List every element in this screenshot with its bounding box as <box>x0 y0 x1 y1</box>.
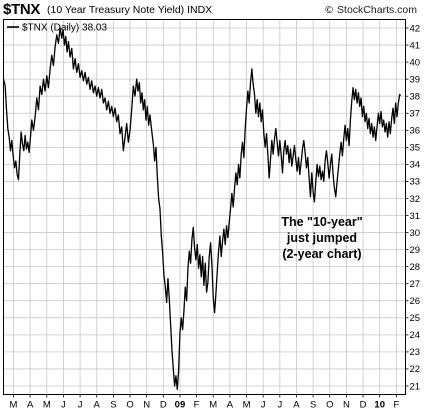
annotation-line-1: The "10-year" <box>281 215 362 229</box>
x-tick-label: O <box>326 400 333 411</box>
x-tick-label: 10 <box>374 400 385 411</box>
y-tick-label: 32 <box>410 194 421 205</box>
x-tick-label: M <box>209 400 217 411</box>
y-axis: 21 22 23 24 25 26 27 28 29 30 31 32 33 34 35 36 37 38 39 40… <box>405 23 421 392</box>
x-tick-label: A <box>227 400 234 411</box>
x-tick-label: D <box>360 400 367 411</box>
x-tick-label: M <box>43 400 51 411</box>
x-tick-label: J <box>61 400 66 411</box>
x-tick-label: N <box>143 400 150 411</box>
y-tick-label: 28 <box>410 262 421 273</box>
y-tick-label: 21 <box>410 381 421 392</box>
y-tick-label: 25 <box>410 313 421 324</box>
ticker-symbol: $TNX <box>3 1 41 18</box>
x-tick-label: A <box>293 400 300 411</box>
x-tick-label: 09 <box>175 400 186 411</box>
series-layer <box>2 27 402 391</box>
x-tick-label: J <box>261 400 266 411</box>
y-tick-label: 42 <box>410 23 421 34</box>
ticker-name: (10 Year Treasury Note Yield) <box>47 4 185 16</box>
x-tick-label: J <box>277 400 282 411</box>
x-tick-label: A <box>27 400 34 411</box>
x-axis: M A M J J A S O N D 09 F M A M J J A S O N D 10 F <box>10 394 399 411</box>
y-tick-label: 40 <box>410 57 421 68</box>
x-tick-label: N <box>343 400 350 411</box>
ticker-exchange: INDX <box>187 4 213 16</box>
y-tick-label: 30 <box>410 228 421 239</box>
y-tick-label: 29 <box>410 245 421 256</box>
legend-label: $TNX (Daily) 38.03 <box>22 23 107 34</box>
y-tick-label: 36 <box>410 126 421 137</box>
chart-header: $TNX (10 Year Treasury Note Yield) INDX … <box>0 0 426 22</box>
x-tick-label: D <box>160 400 167 411</box>
x-tick-label: O <box>126 400 133 411</box>
x-tick-label: F <box>393 400 399 411</box>
x-tick-label: S <box>110 400 116 411</box>
x-tick-label: A <box>94 400 101 411</box>
y-tick-label: 35 <box>410 143 421 154</box>
watermark: © StockCharts.com <box>324 4 417 16</box>
grid <box>3 19 406 395</box>
series-line-tnx <box>2 27 402 391</box>
y-tick-label: 27 <box>410 279 421 290</box>
y-tick-label: 39 <box>410 74 421 85</box>
x-tick-label: J <box>78 400 83 411</box>
x-tick-label: S <box>310 400 316 411</box>
y-tick-label: 38 <box>410 92 421 103</box>
x-tick-label: M <box>243 400 251 411</box>
x-tick-label: F <box>194 400 200 411</box>
x-tick-label: M <box>10 400 18 411</box>
y-tick-label: 33 <box>410 177 421 188</box>
y-tick-label: 34 <box>410 160 421 171</box>
annotation: The "10-year" just jumped (2-year chart) <box>281 215 362 261</box>
y-tick-label: 22 <box>410 364 421 375</box>
y-tick-label: 37 <box>410 109 421 120</box>
watermark-text: StockCharts.com <box>337 4 417 16</box>
copyright-icon: © <box>324 5 335 16</box>
y-tick-label: 23 <box>410 347 421 358</box>
y-tick-label: 41 <box>410 40 421 51</box>
y-tick-label: 31 <box>410 211 421 222</box>
annotation-line-2: just jumped <box>286 231 357 245</box>
plot-frame <box>3 19 406 395</box>
annotation-line-3: (2-year chart) <box>282 247 361 261</box>
legend: $TNX (Daily) 38.03 <box>7 23 107 34</box>
ticker-description: (10 Year Treasury Note Yield) INDX <box>47 4 212 16</box>
y-tick-label: 24 <box>410 330 421 341</box>
y-tick-label: 26 <box>410 296 421 307</box>
